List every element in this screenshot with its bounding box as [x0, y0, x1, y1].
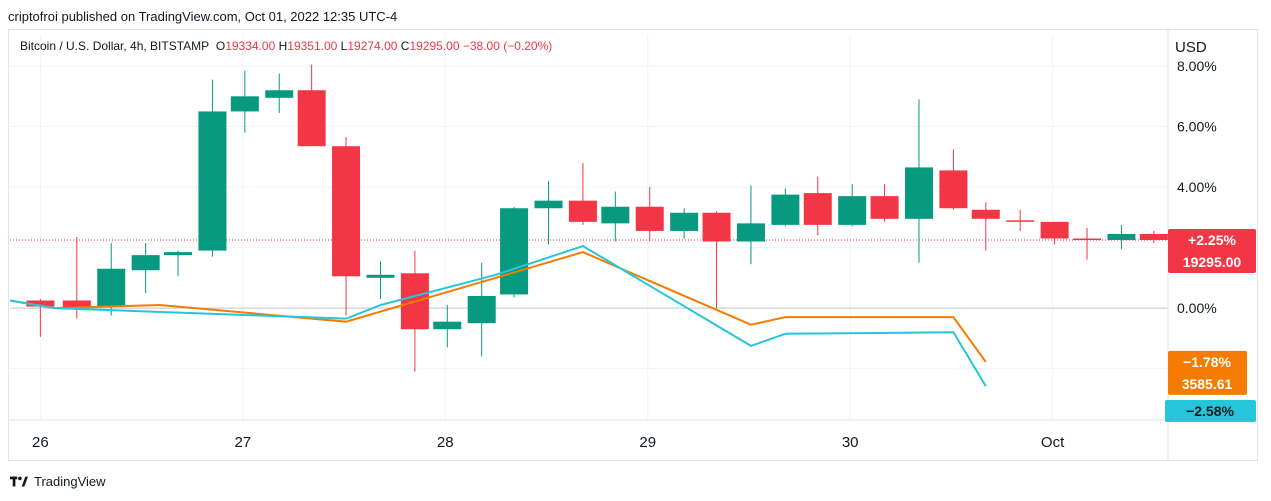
cyan-series-line [9, 244, 987, 387]
chart-frame [8, 29, 1258, 461]
candle-body [939, 170, 968, 209]
tradingview-brand: TradingView [34, 474, 106, 489]
candle-body [670, 212, 699, 231]
candle-body [62, 300, 91, 309]
candle-body [297, 90, 326, 147]
high-value: 19351.00 [287, 39, 338, 53]
x-tick-label: 30 [842, 434, 859, 451]
candle-body [534, 200, 563, 209]
candle-body [803, 193, 832, 225]
y-tick-label: 0.00% [1177, 300, 1217, 316]
low-label: L [340, 39, 348, 53]
change-value: −38.00 (−0.20%) [462, 39, 553, 53]
candle-body [26, 300, 55, 307]
candle-body [771, 194, 800, 225]
candle-body [198, 111, 227, 251]
last-price-percent: +2.25% [1188, 232, 1236, 248]
candle-body [131, 255, 160, 271]
candle-body [601, 206, 630, 224]
orange-series-value: 3585.61 [1182, 376, 1233, 392]
candle-body [1139, 233, 1168, 240]
x-tick-label: 27 [234, 434, 251, 451]
close-value: 19295.00 [409, 39, 460, 53]
orange-series-percent: −1.78% [1183, 354, 1231, 370]
candle-body [97, 268, 126, 307]
y-tick-label: 8.00% [1177, 58, 1217, 74]
candle-body [332, 146, 361, 277]
cyan-series-badge [1165, 400, 1256, 422]
x-tick-label: 29 [639, 434, 656, 451]
candle-body [164, 252, 193, 256]
last-price-value: 19295.00 [1183, 254, 1242, 270]
y-tick-label: 6.00% [1177, 119, 1217, 135]
orange-series-badge [1168, 350, 1247, 395]
candle-body [904, 167, 933, 219]
candle-body [635, 206, 664, 231]
candle-body [433, 321, 462, 330]
candle-body [230, 96, 259, 112]
close-label: C [400, 39, 410, 53]
cyan-series-percent: −2.58% [1186, 403, 1234, 419]
currency-label: USD [1175, 39, 1207, 56]
tradingview-footer[interactable]: TradingView [10, 474, 106, 489]
candle-body [265, 90, 294, 98]
candle-body [838, 196, 867, 225]
chart-legend: Bitcoin / U.S. Dollar, 4h, BITSTAMP O193… [20, 39, 552, 53]
high-label: H [278, 39, 288, 53]
x-tick-label: 28 [437, 434, 454, 451]
candle-body [1040, 221, 1069, 239]
candle-body [467, 295, 496, 324]
candle-body [870, 196, 899, 219]
tradingview-logo-icon [10, 476, 28, 486]
last-price-badge [1168, 229, 1256, 273]
candle-body [500, 208, 529, 295]
open-value: 19334.00 [225, 39, 276, 53]
x-tick-label: Oct [1041, 434, 1065, 451]
candle-body [1107, 233, 1136, 240]
candle-body [568, 200, 597, 222]
symbol-label[interactable]: Bitcoin / U.S. Dollar, 4h, BITSTAMP [20, 39, 210, 53]
x-tick-label: 26 [32, 434, 49, 451]
y-tick-label: 4.00% [1177, 179, 1217, 195]
low-value: 19274.00 [347, 39, 398, 53]
candle-body [1073, 238, 1102, 240]
candle-body [1006, 220, 1035, 222]
publish-line: criptofroi published on TradingView.com,… [8, 9, 398, 24]
open-label: O [215, 39, 226, 53]
orange-series-line [9, 251, 987, 363]
candle-body [702, 212, 731, 242]
candle-body [971, 209, 1000, 219]
candle-body [736, 223, 765, 242]
candle-body [366, 274, 395, 278]
